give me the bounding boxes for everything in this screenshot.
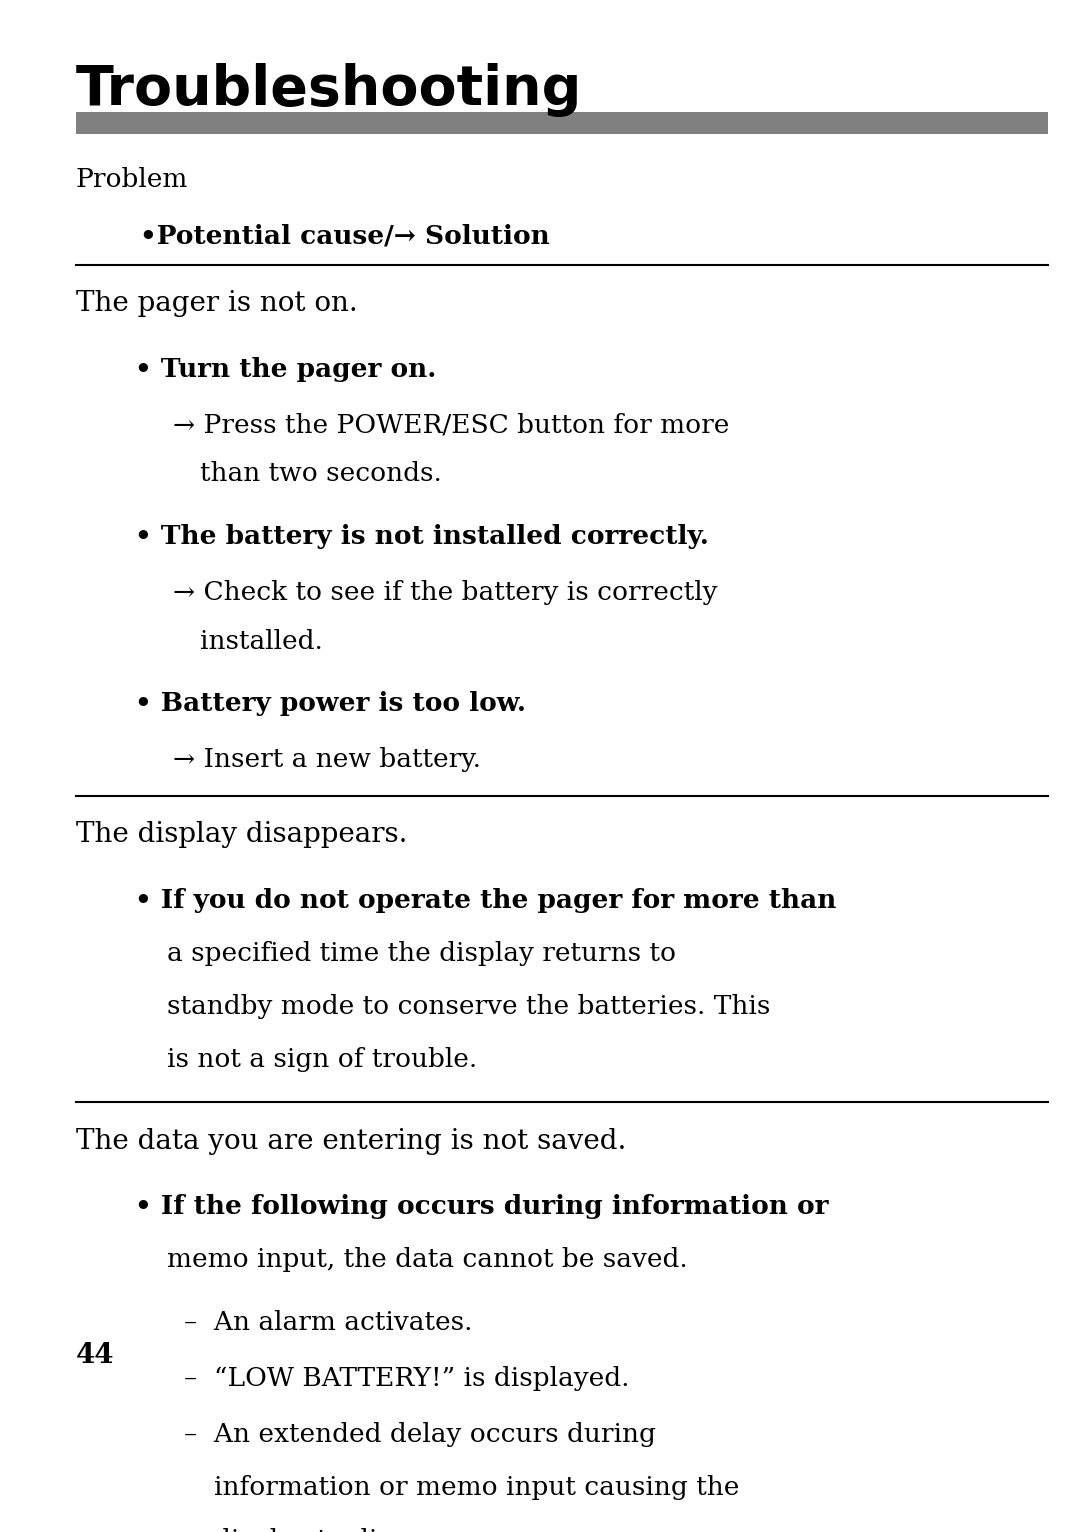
Text: The data you are entering is not saved.: The data you are entering is not saved. [76,1128,626,1155]
Text: 44: 44 [76,1342,114,1368]
Text: • The battery is not installed correctly.: • The battery is not installed correctly… [135,524,708,548]
Text: –  An alarm activates.: – An alarm activates. [184,1310,472,1334]
Text: than two seconds.: than two seconds. [200,461,442,486]
Text: •Potential cause/→ Solution: •Potential cause/→ Solution [140,224,550,248]
Text: → Insert a new battery.: → Insert a new battery. [173,748,481,772]
Text: → Press the POWER/ESC button for more: → Press the POWER/ESC button for more [173,412,729,438]
Text: The display disappears.: The display disappears. [76,821,407,847]
FancyBboxPatch shape [76,112,1048,133]
Text: display to disappear.: display to disappear. [214,1527,489,1532]
Text: is not a sign of trouble.: is not a sign of trouble. [167,1046,477,1072]
Text: Troubleshooting: Troubleshooting [76,63,582,116]
Text: installed.: installed. [200,628,323,654]
Text: → Check to see if the battery is correctly: → Check to see if the battery is correct… [173,579,717,605]
Text: a specified time the display returns to: a specified time the display returns to [167,941,676,965]
Text: • If you do not operate the pager for more than: • If you do not operate the pager for mo… [135,889,836,913]
Text: –  “LOW BATTERY!” is displayed.: – “LOW BATTERY!” is displayed. [184,1367,629,1391]
Text: standby mode to conserve the batteries. This: standby mode to conserve the batteries. … [167,994,771,1019]
Text: • Battery power is too low.: • Battery power is too low. [135,691,526,717]
Text: • If the following occurs during information or: • If the following occurs during informa… [135,1195,828,1219]
Text: Problem: Problem [76,167,188,192]
Text: memo input, the data cannot be saved.: memo input, the data cannot be saved. [167,1247,688,1273]
Text: –  An extended delay occurs during: – An extended delay occurs during [184,1422,656,1446]
Text: information or memo input causing the: information or memo input causing the [214,1475,739,1500]
Text: • Turn the pager on.: • Turn the pager on. [135,357,436,381]
Text: The pager is not on.: The pager is not on. [76,290,357,317]
